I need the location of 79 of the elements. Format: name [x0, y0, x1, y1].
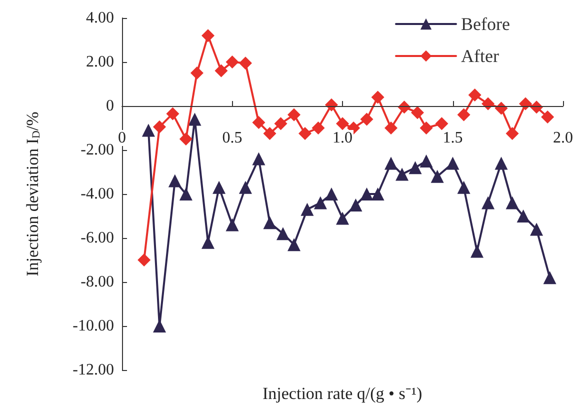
point [519, 97, 532, 110]
point [201, 29, 214, 42]
point [226, 218, 239, 232]
point [336, 212, 349, 225]
point [349, 198, 362, 212]
x-tick-label: 2.0 [553, 130, 573, 146]
point [179, 188, 192, 200]
point [274, 117, 288, 130]
point [446, 156, 460, 170]
y-tick-label: -4.00 [80, 186, 114, 202]
point [371, 90, 384, 104]
point [543, 271, 556, 284]
point [371, 188, 384, 200]
point [298, 127, 312, 140]
x-tick-label: 1.5 [442, 130, 463, 146]
point [276, 227, 290, 240]
point [166, 107, 180, 120]
point [263, 127, 276, 140]
y-tick-label: 4.00 [86, 10, 114, 26]
point [312, 122, 325, 134]
y-axis-title: Injection deviation ID/% [23, 112, 42, 276]
point [324, 188, 338, 200]
point [263, 216, 276, 230]
x-tick-label: 0 [118, 130, 126, 146]
point [468, 88, 482, 102]
point [506, 196, 519, 210]
point [384, 122, 398, 134]
x-tick-label: 0.5 [222, 130, 242, 146]
point [457, 180, 470, 194]
point [482, 97, 495, 110]
y-tick-label: -12.00 [72, 362, 114, 378]
point [457, 108, 470, 122]
point [470, 244, 484, 258]
point [430, 170, 444, 183]
point [226, 56, 239, 68]
point [152, 320, 166, 332]
point [212, 180, 226, 194]
point [152, 120, 166, 134]
y-tick-label: 0 [106, 98, 114, 114]
point [384, 156, 398, 170]
point [420, 122, 433, 134]
point [314, 196, 327, 210]
point [408, 161, 422, 174]
point [336, 117, 349, 130]
point [420, 154, 433, 168]
point [188, 112, 202, 126]
point [530, 222, 544, 236]
y-tick-label: -6.00 [80, 230, 114, 246]
point [482, 196, 495, 210]
y-tick-label: -8.00 [80, 274, 114, 290]
point [142, 124, 155, 137]
point [168, 174, 182, 188]
point [138, 254, 151, 266]
point [410, 106, 424, 120]
legend-label: Before [461, 14, 510, 34]
point [360, 112, 374, 126]
point [287, 108, 300, 122]
legend-label: After [461, 46, 499, 66]
point [252, 116, 266, 129]
y-tick-label: 2.00 [86, 54, 114, 70]
point [214, 64, 228, 78]
point [506, 127, 519, 140]
y-tick-label: -10.00 [72, 318, 114, 334]
point [396, 168, 409, 181]
point [252, 152, 266, 166]
x-tick-label: 1.0 [332, 130, 352, 146]
point [238, 180, 252, 194]
point [300, 202, 314, 216]
point [360, 188, 374, 200]
point [541, 110, 554, 124]
point [494, 156, 508, 170]
point [238, 56, 252, 70]
point [516, 210, 530, 222]
point [287, 238, 300, 252]
y-tick-label: -2.00 [80, 142, 114, 158]
x-axis-title: Injection rate q/(g • s⁻¹) [262, 384, 422, 403]
point [435, 117, 448, 130]
point [190, 66, 204, 80]
point [179, 132, 192, 146]
